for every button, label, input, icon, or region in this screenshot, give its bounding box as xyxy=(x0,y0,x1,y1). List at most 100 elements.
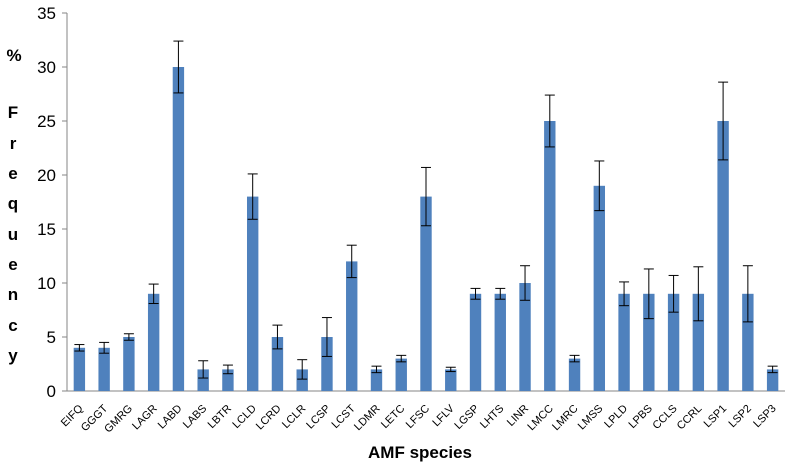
bar-ldmr xyxy=(370,369,383,391)
error-bar-lhts xyxy=(495,287,506,300)
y-axis-label-char: e xyxy=(8,164,18,183)
error-bar-lmrc xyxy=(569,354,580,363)
error-bar-lpld xyxy=(619,281,630,307)
bar-ccrl xyxy=(692,293,705,391)
x-tick-label: LDMR xyxy=(352,403,383,434)
x-tick-label: LMRC xyxy=(550,403,581,434)
error-bar-lcst xyxy=(346,244,357,279)
y-axis-label-char: n xyxy=(7,285,19,304)
y-tick-label: 10 xyxy=(37,274,56,293)
x-tick-label: LABS xyxy=(181,403,209,431)
error-bar-lpbs xyxy=(643,268,654,320)
error-bar-ccrl xyxy=(693,266,704,322)
error-bar-gmrg xyxy=(123,333,134,341)
error-bar-gggt xyxy=(99,341,110,354)
error-bar-lmcc xyxy=(544,94,555,148)
y-tick-label: 20 xyxy=(37,166,56,185)
error-bar-lbtr xyxy=(222,364,233,375)
y-axis-label-char: c xyxy=(8,316,18,335)
x-tick-label: LCLR xyxy=(280,403,308,431)
y-axis-label-char: % xyxy=(6,46,22,65)
x-tick-label: LCSP xyxy=(304,403,333,432)
bar-lmss xyxy=(593,185,606,391)
y-axis-label-char: e xyxy=(8,255,18,274)
bars xyxy=(73,67,779,391)
error-bar-lagr xyxy=(148,283,159,305)
bar-lgsp xyxy=(469,293,482,391)
error-bar-lmss xyxy=(594,160,605,212)
bar-lhts xyxy=(494,293,506,391)
y-tick-label: 25 xyxy=(37,112,56,131)
bar-lcld xyxy=(246,196,259,391)
bar-lflv xyxy=(445,369,457,391)
x-tick-label: LHTS xyxy=(478,403,506,431)
error-bar-lcrd xyxy=(272,324,283,350)
y-axis-label-char: y xyxy=(8,346,18,365)
error-bar-lgsp xyxy=(470,287,481,300)
error-bars xyxy=(74,40,778,380)
x-tick-label: LPBS xyxy=(627,403,655,431)
bar-lcrd xyxy=(271,337,284,391)
y-axis-label-char: u xyxy=(7,225,19,244)
bar-gggt xyxy=(98,347,110,391)
x-tick-label: CCRL xyxy=(675,403,705,433)
bar-lsp1 xyxy=(717,121,729,391)
bar-letc xyxy=(395,358,407,391)
error-bar-lcld xyxy=(247,173,258,220)
bar-eifq xyxy=(73,347,86,391)
bar-lmrc xyxy=(568,358,581,391)
error-bar-lclr xyxy=(297,359,308,380)
bar-labd xyxy=(172,67,185,391)
x-tick-label: LPLD xyxy=(602,403,630,431)
x-tick-label: LAGR xyxy=(130,403,160,433)
y-tick-label: 5 xyxy=(47,328,56,347)
error-bar-lsp1 xyxy=(718,81,729,161)
bar-lsp3 xyxy=(766,369,779,391)
x-axis-label: AMF species xyxy=(368,443,472,462)
x-tick-label: LSP1 xyxy=(702,403,730,431)
x-tick-label: CCLS xyxy=(650,403,679,432)
y-axis-label-char: q xyxy=(7,194,19,213)
y-tick-label: 15 xyxy=(37,220,56,239)
x-tick-label: LGSP xyxy=(452,403,481,432)
error-bar-ccls xyxy=(668,274,679,313)
bar-lpbs xyxy=(643,293,655,391)
x-tick-label: LCLD xyxy=(230,403,258,431)
error-bar-lfsc xyxy=(421,166,431,227)
y-tick-label: 30 xyxy=(37,58,56,77)
bar-lbtr xyxy=(222,369,234,391)
error-bar-ldmr xyxy=(371,365,382,374)
bar-lpld xyxy=(618,293,630,391)
y-tick-label: 35 xyxy=(37,4,56,23)
error-bar-lsp3 xyxy=(767,365,778,374)
bar-gmrg xyxy=(123,337,135,391)
bar-lmcc xyxy=(544,121,556,391)
x-tick-label: LABD xyxy=(156,403,185,432)
error-bar-lflv xyxy=(445,366,456,373)
x-tick-label: LSP2 xyxy=(726,403,754,431)
x-tick-label: LSP3 xyxy=(751,403,779,431)
error-bar-linr xyxy=(520,265,531,301)
error-bar-letc xyxy=(396,354,407,363)
x-tick-label: LETC xyxy=(379,403,407,431)
bar-lfsc xyxy=(420,196,432,391)
bar-lagr xyxy=(147,293,160,391)
error-bar-labd xyxy=(173,40,184,94)
error-bar-eifq xyxy=(74,344,85,352)
error-bar-lcsp xyxy=(321,317,332,357)
x-tick-label: GMRG xyxy=(102,403,135,436)
y-axis-label-char: r xyxy=(9,134,17,153)
bar-lclr xyxy=(296,369,308,391)
x-tick-label: LCRD xyxy=(254,403,284,433)
bar-lcst xyxy=(346,261,358,391)
x-tick-label: LMCC xyxy=(525,403,556,434)
error-bar-labs xyxy=(198,360,209,379)
y-tick-labels: 0 5 10 15 20 25 30 35 xyxy=(37,4,56,401)
bar-lcsp xyxy=(321,337,333,391)
bar-linr xyxy=(519,283,531,391)
y-axis-label-char: F xyxy=(7,103,19,122)
x-tick-label: LFSC xyxy=(404,403,432,431)
x-tick-labels: EIFQGGGTGMRGLAGRLABDLABSLBTRLCLDLCRDLCLR… xyxy=(59,402,779,435)
x-tick-label: LMSS xyxy=(576,403,606,433)
